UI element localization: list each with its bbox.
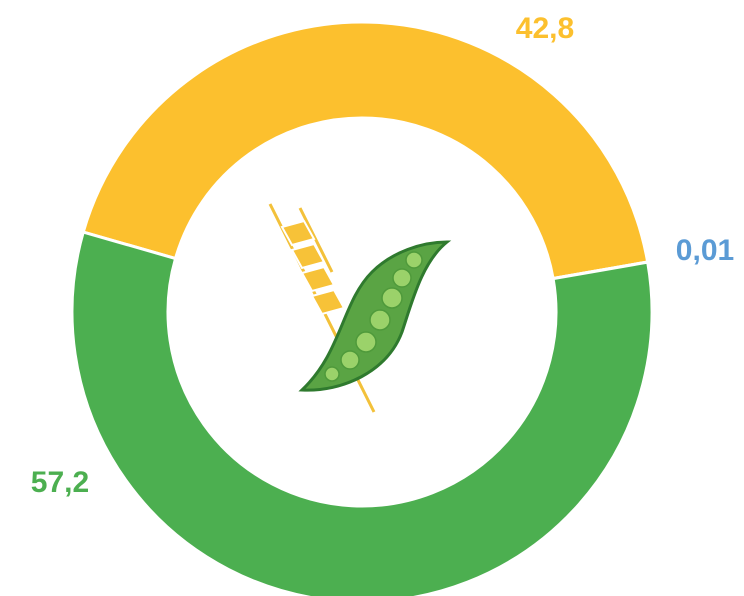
value-label: 0,01 <box>676 234 734 267</box>
donut <box>70 20 654 596</box>
labels: 42,8 0,01 57,2 <box>31 12 734 499</box>
center-icon <box>268 203 452 413</box>
donut-segment <box>70 230 654 596</box>
value-label: 42,8 <box>516 12 574 45</box>
donut-segment <box>81 20 650 281</box>
value-label: 57,2 <box>31 466 89 499</box>
